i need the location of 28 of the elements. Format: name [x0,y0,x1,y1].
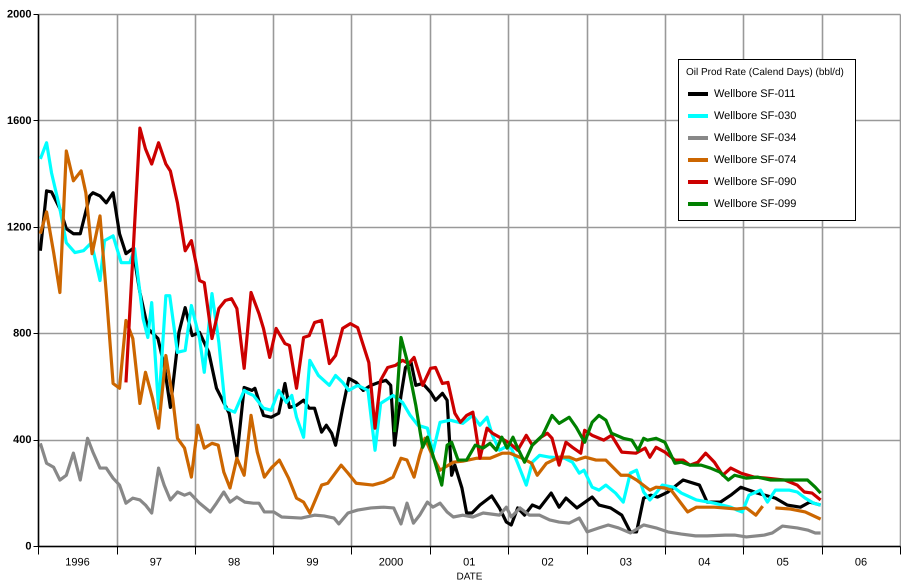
legend-label: Wellbore SF-090 [714,176,796,188]
legend-label: Wellbore SF-030 [714,110,796,122]
x-tick-label: 04 [698,556,711,568]
x-tick-label: 03 [620,556,632,568]
x-tick-label: 1996 [65,556,90,568]
x-tick-label: 2000 [378,556,404,568]
y-tick-label: 400 [13,434,32,446]
x-axis-title: DATE [456,572,483,582]
line-series [124,126,822,502]
x-tick-label: 99 [306,556,319,568]
legend-label: Wellbore SF-099 [714,198,796,210]
x-tick-label: 98 [228,556,240,568]
y-tick-label: 0 [25,540,32,552]
x-tick-label: 97 [150,556,162,568]
legend-label: Wellbore SF-034 [714,132,796,144]
x-tick-label: 01 [463,556,476,568]
x-tick-label: 02 [541,556,554,568]
y-tick-label: 1600 [7,114,32,127]
x-tick-label: 06 [854,556,868,568]
line-series [38,436,822,539]
legend-label: Wellbore SF-074 [714,154,796,166]
legend-title: Oil Prod Rate (Calend Days) (bbl/d) [686,67,844,78]
y-tick-label: 1200 [7,221,32,234]
x-tick-label: 05 [776,556,789,568]
line-series [392,336,822,495]
legend-label: Wellbore SF-011 [714,88,796,100]
y-tick-label: 800 [13,328,32,340]
y-tick-label: 2000 [7,8,32,20]
